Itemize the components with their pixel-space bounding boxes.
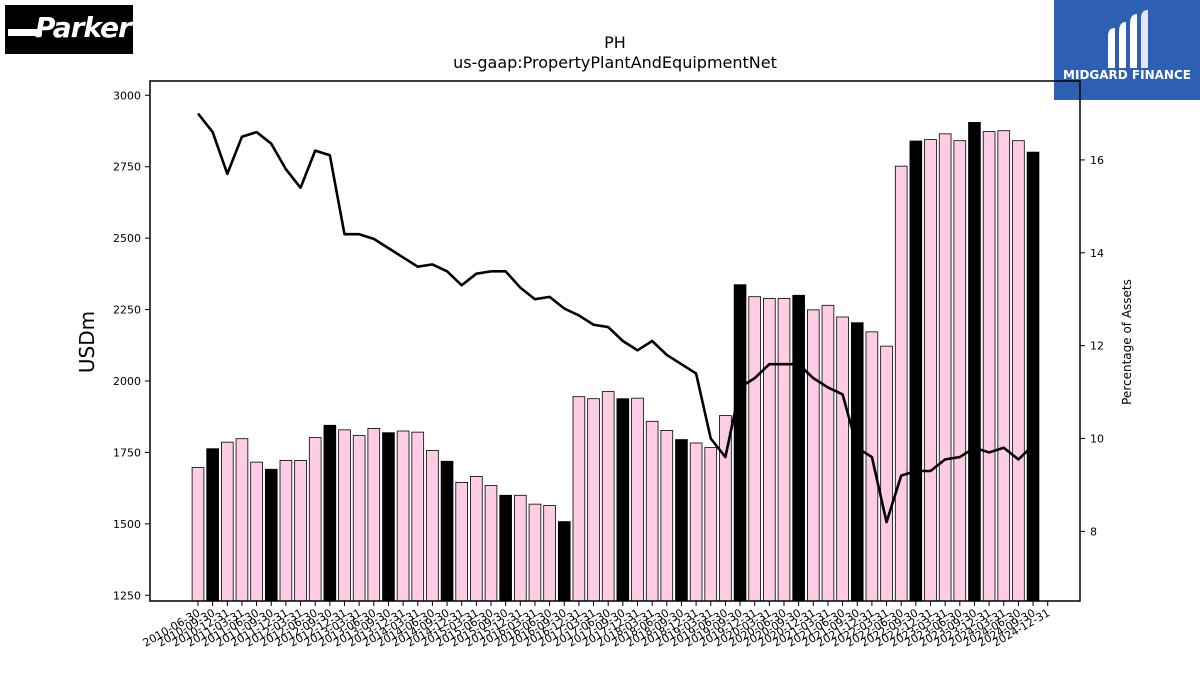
bar xyxy=(909,140,923,602)
y-tick-label: 2500 xyxy=(113,232,141,245)
bar xyxy=(382,432,395,602)
bar xyxy=(367,428,381,602)
axes: 1250 1500 1750 2000 2250 2500 2750 3000 8 10 12 14 1… xyxy=(113,89,1104,649)
bar xyxy=(514,494,527,602)
bar xyxy=(938,133,952,602)
bar xyxy=(850,322,864,602)
bar xyxy=(660,430,674,602)
chart-subtitle: us-gaap:PropertyPlantAndEquipmentNet xyxy=(453,53,777,72)
bars xyxy=(191,122,1040,602)
line-series-layer xyxy=(196,112,1034,524)
y-tick-label-right: 8 xyxy=(1090,525,1097,538)
bar xyxy=(675,439,688,602)
bar xyxy=(777,298,791,602)
bar xyxy=(279,460,293,602)
bar xyxy=(557,521,571,602)
bar xyxy=(821,304,835,602)
bar xyxy=(426,450,439,602)
midgard-logo-text: MIDGARD FINANCE xyxy=(1063,68,1191,82)
bar xyxy=(894,165,908,602)
y-tick-label-right: 12 xyxy=(1090,340,1104,353)
bar xyxy=(953,140,967,602)
bar xyxy=(792,294,805,602)
bar xyxy=(455,482,468,602)
bar xyxy=(880,345,893,602)
bar xyxy=(836,316,849,602)
parker-logo-bar xyxy=(8,29,42,36)
bar xyxy=(499,494,512,602)
y-tick-label: 1750 xyxy=(113,446,141,459)
bar xyxy=(440,460,454,602)
parker-logo: Parker xyxy=(5,5,133,54)
bar xyxy=(733,284,747,602)
bar xyxy=(396,430,410,602)
y-tick-label: 2750 xyxy=(113,161,141,174)
bar xyxy=(484,485,498,602)
plot-frame xyxy=(149,80,1081,602)
y-tick-label: 1500 xyxy=(113,518,141,531)
bar xyxy=(1026,151,1040,602)
bar xyxy=(206,448,219,602)
y-tick-label-right: 14 xyxy=(1090,247,1104,260)
bar xyxy=(572,396,586,602)
bar xyxy=(587,398,600,602)
bar xyxy=(470,476,483,602)
bar xyxy=(631,397,644,602)
bar xyxy=(543,505,556,602)
bar xyxy=(220,441,234,602)
y-tick-label: 2250 xyxy=(113,304,141,317)
bar xyxy=(411,431,425,602)
y-tick-label-right: 16 xyxy=(1090,154,1104,167)
bar xyxy=(235,438,249,602)
bar xyxy=(645,420,659,602)
bar xyxy=(689,442,703,602)
bar xyxy=(616,398,630,602)
bar xyxy=(191,467,205,602)
bar xyxy=(1012,140,1025,602)
bar xyxy=(982,131,996,602)
y-tick-label: 3000 xyxy=(113,89,141,102)
bar xyxy=(323,424,337,602)
y-tick-label: 1250 xyxy=(113,589,141,602)
bar xyxy=(763,298,776,602)
midgard-mark-icon xyxy=(1108,10,1148,68)
bar xyxy=(968,122,981,602)
y-axis-label-right: Percentage of Assets xyxy=(1120,279,1134,405)
y-tick-label: 2000 xyxy=(113,375,141,388)
bar xyxy=(338,429,351,602)
bar xyxy=(308,437,322,602)
y-axis-label: USDm xyxy=(75,311,99,373)
bar xyxy=(748,296,761,602)
bar xyxy=(250,461,263,602)
bar xyxy=(865,331,879,602)
bar xyxy=(807,309,820,602)
bar xyxy=(528,503,542,602)
bar xyxy=(601,391,615,602)
bar xyxy=(294,460,307,602)
bar xyxy=(264,468,278,602)
chart-title: PH xyxy=(604,33,626,52)
midgard-finance-logo: MIDGARD FINANCE xyxy=(1054,0,1200,100)
line-series xyxy=(196,112,1034,524)
bar xyxy=(352,435,366,602)
bar xyxy=(997,130,1011,602)
bar xyxy=(704,447,718,602)
bar xyxy=(924,139,937,602)
y-tick-label-right: 10 xyxy=(1090,433,1104,446)
parker-logo-text: Parker xyxy=(35,11,132,44)
